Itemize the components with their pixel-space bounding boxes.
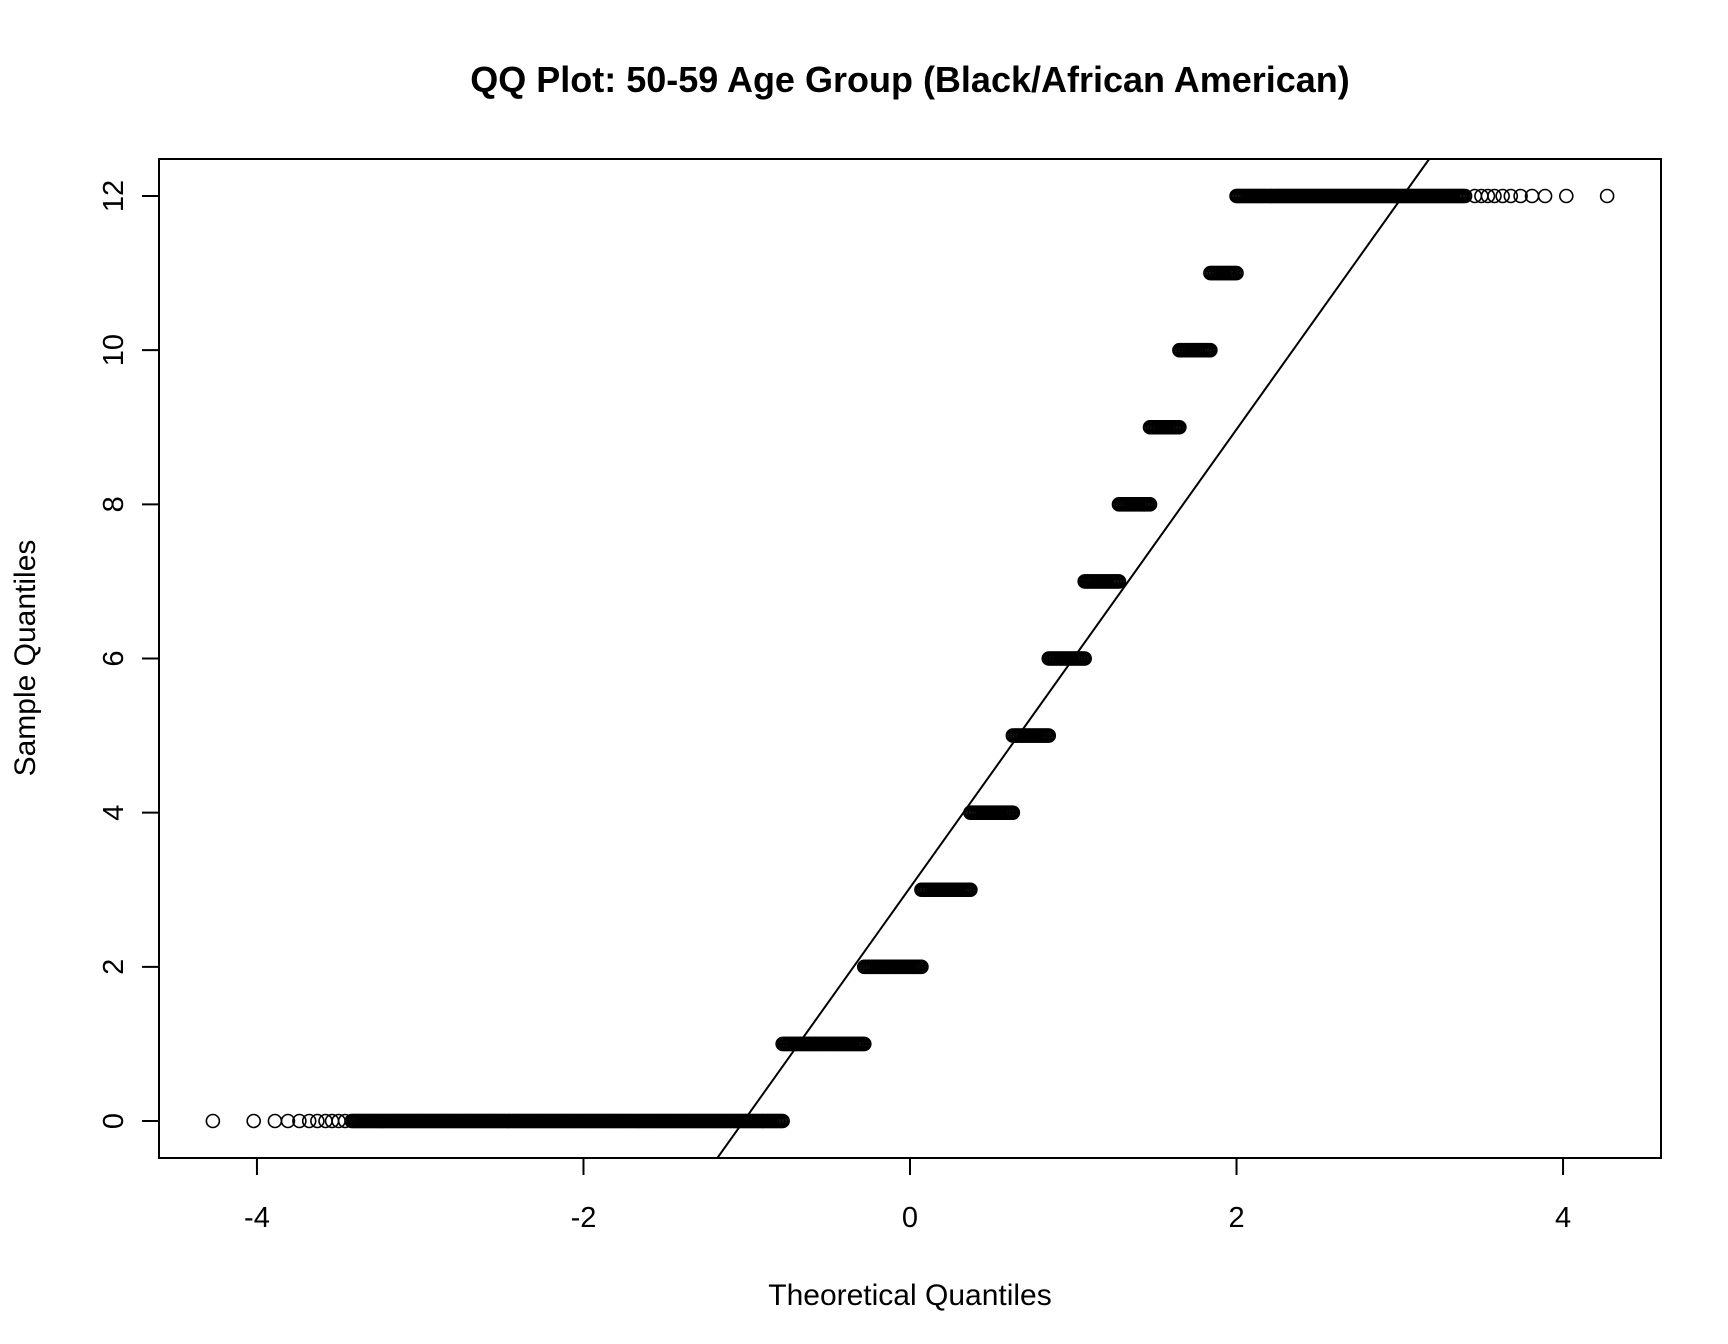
data-point xyxy=(1513,188,1528,204)
data-point xyxy=(914,959,929,975)
data-point xyxy=(246,1113,261,1129)
data-point xyxy=(1172,419,1187,435)
x-axis: -4 -2 0 2 4 xyxy=(244,1157,1571,1234)
data-point xyxy=(1203,342,1218,358)
data-point xyxy=(1480,188,1496,204)
plot-frame xyxy=(158,158,1662,1159)
data-point xyxy=(1537,188,1553,204)
y-tick-label: 10 xyxy=(98,334,130,366)
data-point xyxy=(1077,651,1092,666)
data-point xyxy=(1142,497,1158,512)
data-point xyxy=(1041,728,1057,743)
y-tick-label: 6 xyxy=(98,650,130,666)
y-tick-label: 4 xyxy=(98,805,130,821)
data-point xyxy=(280,1113,296,1129)
data-point xyxy=(267,1113,283,1129)
chart-title: QQ Plot: 50-59 Age Group (Black/African … xyxy=(470,59,1350,100)
y-axis: 0 2 4 6 8 10 12 xyxy=(98,180,160,1129)
y-tick-label: 0 xyxy=(98,1113,130,1129)
data-point xyxy=(856,1036,872,1052)
y-tick-label: 2 xyxy=(98,959,130,975)
data-point xyxy=(310,1113,325,1129)
x-tick-label: -2 xyxy=(571,1202,597,1234)
data-point xyxy=(331,1113,346,1129)
data-point xyxy=(1457,188,1473,204)
data-point xyxy=(1559,188,1574,204)
data-point xyxy=(301,1113,317,1129)
data-points xyxy=(205,188,1615,1129)
data-point xyxy=(1111,574,1127,589)
data-point xyxy=(775,1113,790,1129)
data-point xyxy=(337,1113,353,1129)
reference-line xyxy=(716,159,1430,1158)
data-point xyxy=(292,1113,307,1129)
data-point xyxy=(1495,188,1510,204)
data-point xyxy=(1005,805,1021,820)
x-tick-label: 4 xyxy=(1555,1202,1571,1234)
x-tick-label: -4 xyxy=(244,1202,270,1234)
y-tick-label: 8 xyxy=(98,496,130,512)
y-axis-label: Sample Quantiles xyxy=(9,540,42,777)
x-tick-label: 2 xyxy=(1228,1202,1244,1234)
data-point xyxy=(1503,188,1519,204)
data-point xyxy=(205,1113,221,1129)
data-point xyxy=(963,882,978,898)
x-axis-label: Theoretical Quantiles xyxy=(768,1279,1051,1312)
data-point xyxy=(1599,188,1615,204)
data-point xyxy=(1487,188,1502,204)
x-tick-label: 0 xyxy=(902,1202,918,1234)
data-point xyxy=(1229,265,1244,281)
y-tick-label: 12 xyxy=(98,180,130,212)
